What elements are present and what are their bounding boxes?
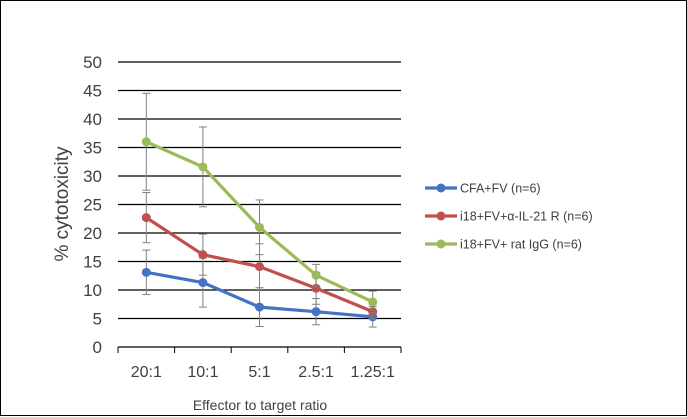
y-tick-label: 10 [83, 281, 102, 300]
data-point [311, 270, 321, 280]
data-point [198, 278, 208, 288]
y-tick-label: 50 [83, 53, 102, 72]
legend-swatch-marker [436, 183, 446, 193]
series-group [141, 92, 378, 328]
y-tick-label: 35 [83, 139, 102, 158]
data-point [141, 267, 151, 277]
x-axis-ticks: 20:1 10:1 5:1 2.5:1 1.25:1 [131, 364, 395, 381]
y-tick-label: 30 [83, 167, 102, 186]
data-point [368, 297, 378, 307]
y-tick-label: 45 [83, 82, 102, 101]
data-point [198, 162, 208, 172]
x-axis [117, 346, 402, 353]
y-tick-label: 15 [83, 253, 102, 272]
series-3 [141, 92, 378, 314]
data-point [141, 137, 151, 147]
legend-item-2: i18+FV+α-IL-21 R (n=6) [425, 210, 593, 224]
y-tick-label: 20 [83, 224, 102, 243]
legend-label: i18+FV+ rat IgG (n=6) [460, 238, 582, 252]
x-axis-label: Effector to target ratio [193, 397, 328, 413]
data-point [311, 307, 321, 317]
data-point [255, 302, 264, 312]
x-tick-label: 1.25:1 [350, 364, 395, 381]
x-tick-label: 2.5:1 [298, 364, 334, 381]
data-point [141, 213, 151, 223]
x-tick-label: 5:1 [248, 364, 270, 381]
y-tick-label: 25 [83, 196, 102, 215]
legend-item-1: CFA+FV (n=6) [425, 182, 541, 196]
legend-label: i18+FV+α-IL-21 R (n=6) [460, 210, 593, 224]
data-point [255, 262, 264, 272]
x-tick-label: 10:1 [187, 364, 218, 381]
y-tick-label: 40 [83, 110, 102, 129]
legend: CFA+FV (n=6) i18+FV+α-IL-21 R (n=6) i18+FV… [425, 182, 593, 252]
y-axis-label: % cytotoxicity [52, 146, 73, 262]
legend-swatch-marker [436, 211, 446, 221]
legend-label: CFA+FV (n=6) [460, 182, 541, 196]
legend-swatch-marker [436, 239, 446, 249]
data-point [198, 250, 208, 260]
y-tick-label: 0 [93, 338, 102, 357]
x-tick-label: 20:1 [131, 364, 162, 381]
y-axis-ticks: 0 5 10 15 20 25 30 35 40 45 50 [83, 53, 102, 357]
legend-item-3: i18+FV+ rat IgG (n=6) [425, 238, 582, 252]
data-point [255, 222, 264, 232]
y-tick-label: 5 [93, 310, 102, 329]
